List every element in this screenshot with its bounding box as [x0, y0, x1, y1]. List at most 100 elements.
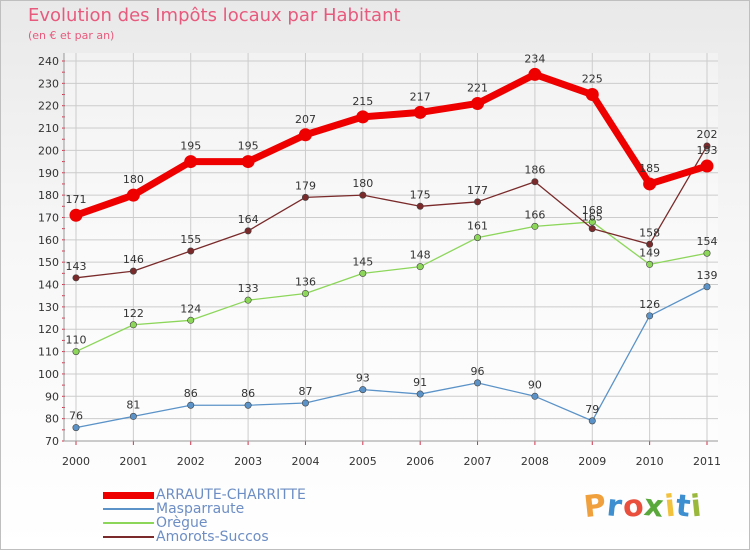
data-point	[244, 227, 252, 235]
data-point	[241, 155, 255, 169]
legend-label: Masparraute	[156, 501, 245, 517]
x-tick-label: 2010	[636, 455, 664, 468]
data-point	[356, 110, 370, 124]
data-label: 195	[180, 140, 201, 153]
data-point	[129, 412, 137, 420]
legend-item-masparraute: Masparraute	[103, 501, 244, 517]
data-point	[588, 225, 596, 233]
data-point	[416, 390, 424, 398]
y-tick-label: 140	[38, 279, 59, 292]
y-tick-label: 210	[38, 122, 59, 135]
data-label: 86	[184, 387, 198, 400]
y-tick-label: 180	[38, 189, 59, 202]
series-line-3	[75, 145, 708, 279]
logo-letter: i	[689, 488, 705, 525]
legend-swatch	[103, 491, 154, 499]
data-label: 193	[697, 144, 718, 157]
proxiti-logo: Proxiti	[582, 488, 705, 525]
data-label: 202	[697, 128, 718, 141]
x-tick-label: 2009	[578, 455, 606, 468]
data-point	[474, 379, 482, 387]
data-label: 133	[238, 282, 259, 295]
data-point	[528, 67, 542, 81]
data-point	[359, 386, 367, 394]
data-point	[72, 348, 80, 356]
data-label: 91	[413, 376, 427, 389]
data-label: 175	[410, 188, 431, 201]
series-line-1	[75, 286, 708, 429]
data-label: 177	[467, 184, 488, 197]
y-tick-label: 70	[45, 435, 59, 448]
data-label: 207	[295, 113, 316, 126]
data-point	[588, 417, 596, 425]
data-label: 161	[467, 220, 488, 233]
data-point	[646, 312, 654, 320]
data-label: 124	[180, 302, 201, 315]
data-label: 126	[639, 298, 660, 311]
legend-swatch	[103, 536, 154, 538]
data-label: 139	[697, 269, 718, 282]
data-label: 166	[524, 208, 545, 221]
data-label: 180	[123, 173, 144, 186]
y-tick-label: 240	[38, 55, 59, 68]
legend-label: Amorots-Succos	[156, 529, 269, 545]
data-point	[129, 267, 137, 275]
data-label: 143	[66, 260, 87, 273]
legend-swatch	[103, 508, 154, 510]
y-tick-label: 110	[38, 346, 59, 359]
data-point	[474, 234, 482, 242]
legend-item-amorots-succos: Amorots-Succos	[103, 529, 269, 545]
data-label: 149	[639, 246, 660, 259]
data-point	[187, 401, 195, 409]
data-point	[531, 222, 539, 230]
y-tick-label: 220	[38, 100, 59, 113]
y-tick-label: 190	[38, 167, 59, 180]
y-tick-label: 90	[45, 390, 59, 403]
data-label: 79	[585, 403, 599, 416]
data-point	[359, 191, 367, 199]
data-point	[643, 177, 657, 191]
data-point	[413, 105, 427, 119]
data-point	[301, 399, 309, 407]
data-point	[700, 159, 714, 173]
data-point	[129, 321, 137, 329]
data-point	[531, 392, 539, 400]
data-point	[301, 193, 309, 201]
x-tick-label: 2000	[62, 455, 90, 468]
data-point	[187, 316, 195, 324]
y-tick-label: 100	[38, 368, 59, 381]
x-tick-label: 2001	[119, 455, 147, 468]
data-label: 148	[410, 249, 431, 262]
x-tick-label: 2006	[406, 455, 434, 468]
x-tick-label: 2007	[464, 455, 492, 468]
x-tick-label: 2008	[521, 455, 549, 468]
data-label: 165	[582, 211, 603, 224]
data-label: 76	[69, 410, 83, 423]
data-point	[416, 263, 424, 271]
data-point	[301, 289, 309, 297]
data-label: 122	[123, 307, 144, 320]
series-line-2	[75, 221, 708, 353]
y-tick-label: 130	[38, 301, 59, 314]
data-point	[588, 218, 596, 226]
data-label: 90	[528, 378, 542, 391]
data-point	[184, 155, 198, 169]
data-point	[244, 401, 252, 409]
data-label: 93	[356, 372, 370, 385]
data-label: 171	[66, 193, 87, 206]
y-tick-label: 80	[45, 413, 59, 426]
data-point	[531, 178, 539, 186]
data-label: 180	[352, 177, 373, 190]
data-point	[585, 88, 599, 102]
y-tick-label: 120	[38, 323, 59, 336]
x-tick-label: 2005	[349, 455, 377, 468]
legend-item-arraute-charritte: ARRAUTE-CHARRITTE	[103, 487, 306, 503]
data-label: 179	[295, 179, 316, 192]
y-tick-label: 200	[38, 144, 59, 157]
chart-subtitle: (en € et par an)	[28, 29, 115, 42]
y-tick-label: 160	[38, 234, 59, 247]
data-label: 158	[639, 226, 660, 239]
data-label: 234	[524, 52, 545, 65]
data-point	[244, 296, 252, 304]
